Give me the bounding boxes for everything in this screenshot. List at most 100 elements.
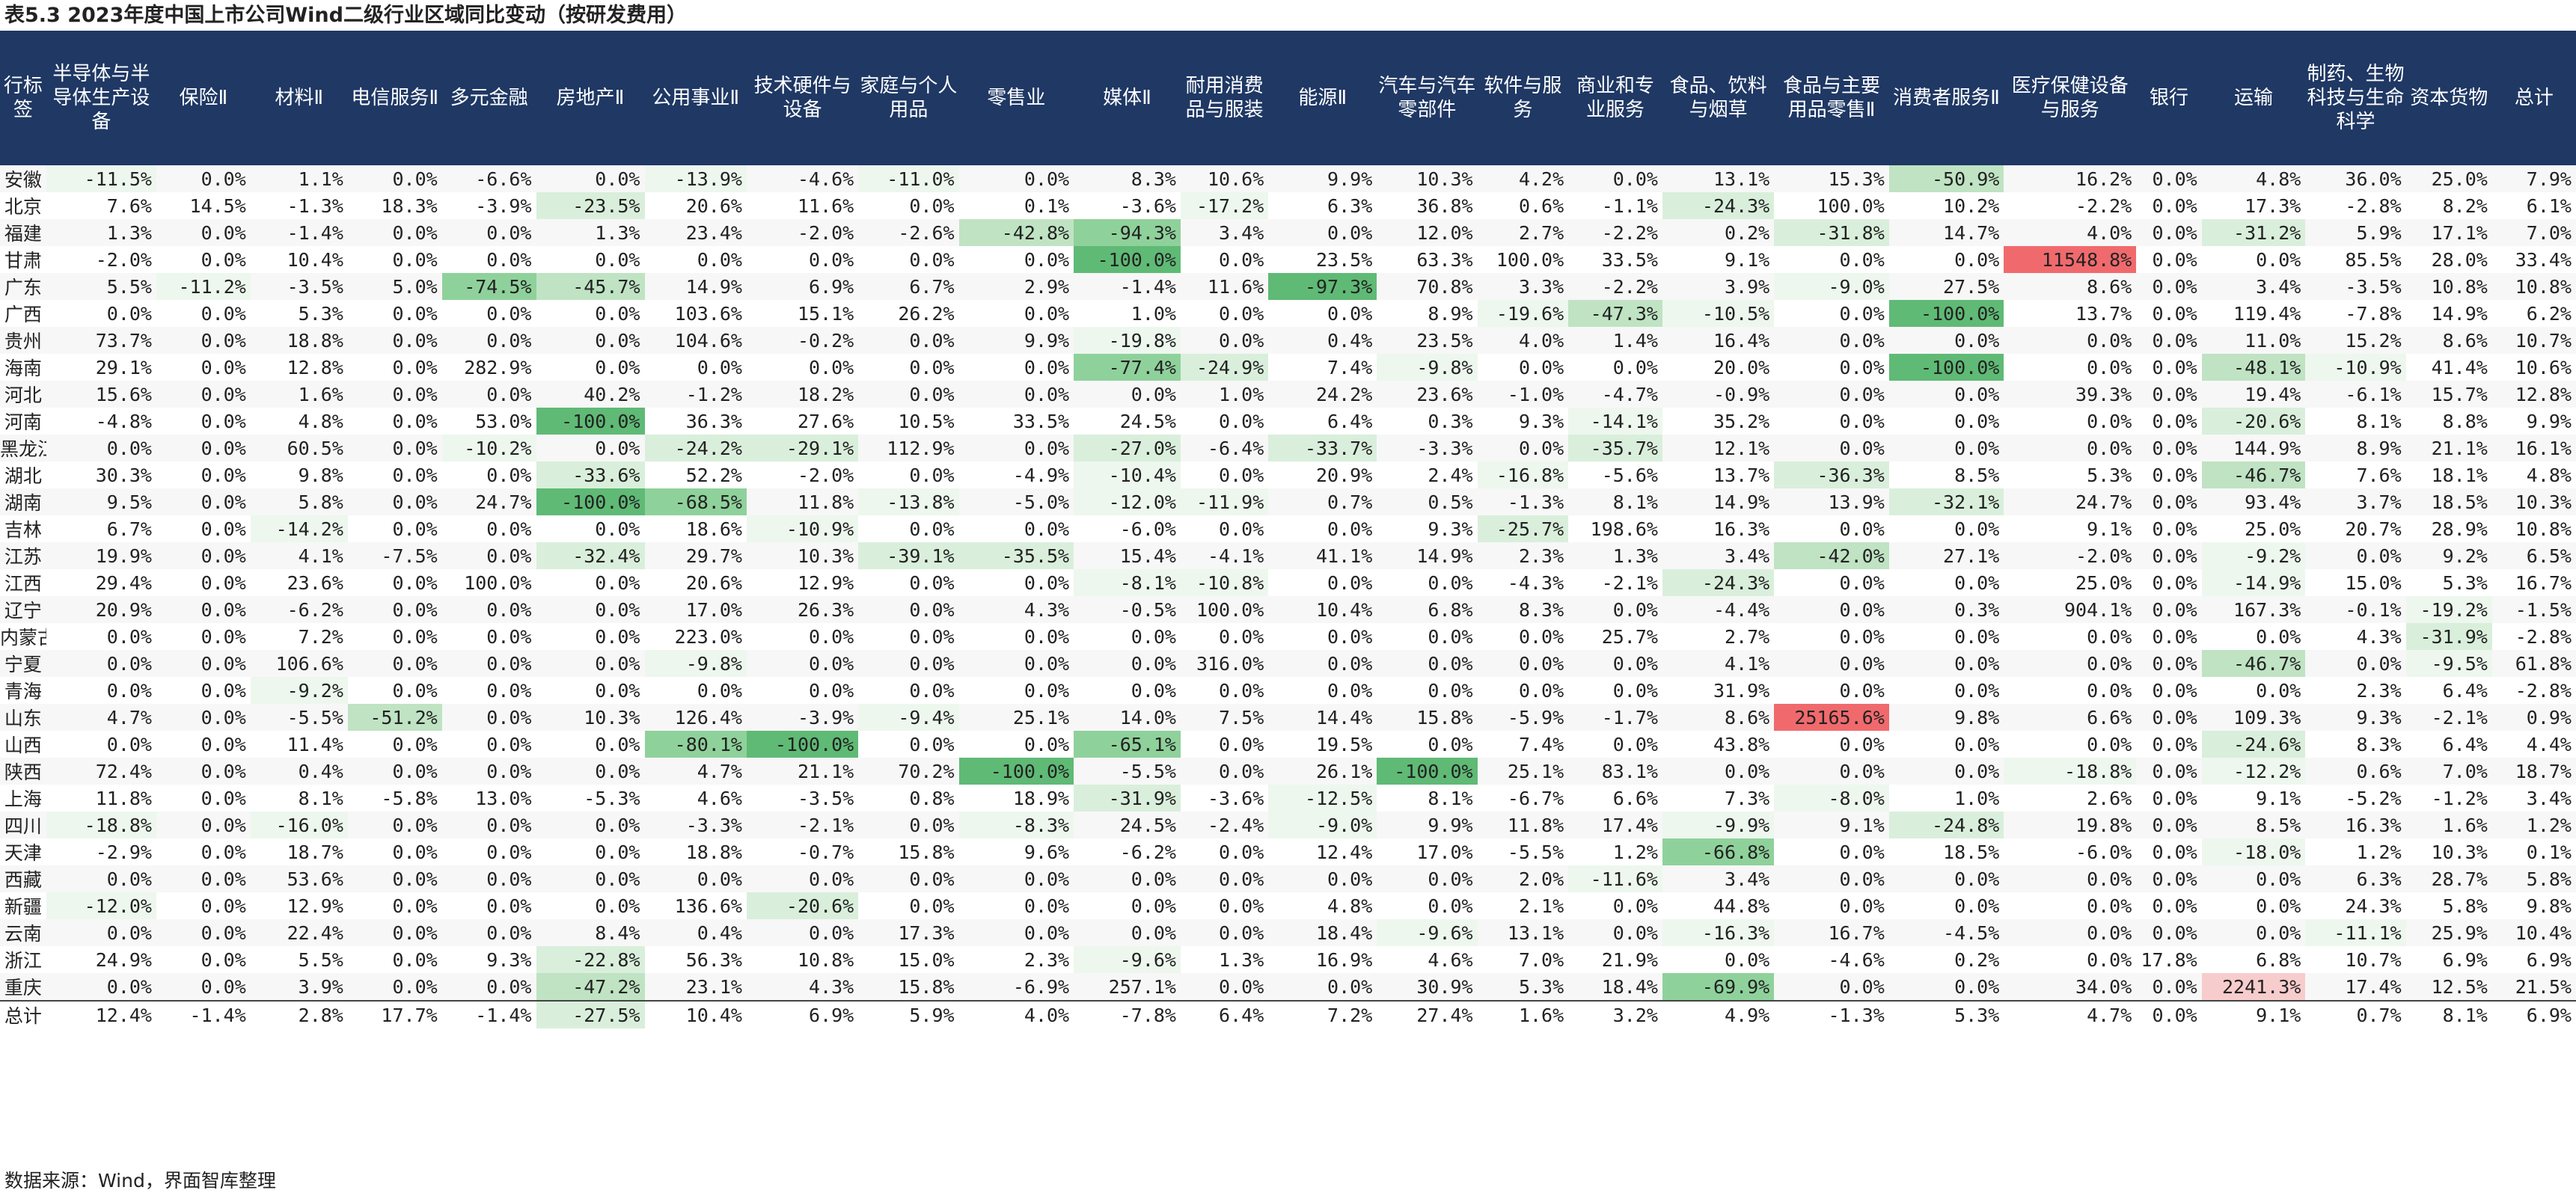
table-cell: -16.3% <box>1662 919 1775 946</box>
table-cell: -46.7% <box>2201 461 2306 488</box>
table-cell: -3.6% <box>1208 787 1264 809</box>
table-cell: 0.0% <box>2136 273 2202 300</box>
table-cell: -100.0% <box>536 408 645 435</box>
table-cell: 0.8% <box>909 787 955 809</box>
table-cell: 6.4% <box>2442 733 2488 755</box>
table-cell: 100.0% <box>1817 194 1885 217</box>
table-cell: -3.6% <box>1119 194 1176 217</box>
table-cell: 0.0% <box>1327 571 1373 594</box>
table-cell: 0.0% <box>392 625 438 648</box>
table-cell: 0.0% <box>1839 302 1885 325</box>
table-cell: 0.0% <box>2136 596 2202 623</box>
table-cell: -68.5% <box>644 488 747 515</box>
table-cell: 0.3% <box>1888 596 2004 623</box>
table-cell: -2.4% <box>1180 812 1269 838</box>
row-label: 内蒙古 <box>0 627 46 648</box>
table-cell: 8.1% <box>1428 787 1473 809</box>
table-cell: 0.0% <box>1888 327 2004 354</box>
table-cell: 0.0% <box>347 219 442 246</box>
column-header-label: 材料Ⅱ <box>275 87 324 109</box>
table-cell: -14.1% <box>1568 408 1662 435</box>
column-header: 软件与服务 <box>1477 31 1569 165</box>
table-cell: 0.3% <box>1428 410 1473 432</box>
table-cell: 0.0% <box>858 381 959 408</box>
table-cell: 0.0% <box>1568 919 1662 946</box>
table-cell: -100.0% <box>958 758 1074 785</box>
table-cell: -5.2% <box>2345 787 2402 809</box>
table-cell: 10.3% <box>536 704 645 731</box>
table-cell: 15.8% <box>898 841 955 863</box>
table-cell: 1.6% <box>250 381 348 408</box>
table-cell: 0.0% <box>2136 165 2202 192</box>
table-cell: 25.1% <box>958 704 1074 731</box>
table-cell: 23.6% <box>287 571 343 594</box>
table-cell: 14.9% <box>2431 302 2488 325</box>
table-cell: 17.1% <box>2405 219 2492 246</box>
table-cell: -3.9% <box>746 704 859 731</box>
table-cell: 9.8% <box>1888 704 2004 731</box>
table-cell: -5.5% <box>1074 758 1181 785</box>
table-cell: 2.9% <box>958 273 1074 300</box>
table-cell: -27.5% <box>536 1000 645 1028</box>
table-cell: 0.4% <box>250 758 348 785</box>
table-cell: 14.4% <box>1268 704 1377 731</box>
table-cell: 30.9% <box>1377 973 1478 1001</box>
table-cell: -6.7% <box>1507 787 1564 809</box>
table-cell: -8.1% <box>1074 569 1181 596</box>
row-label: 海南 <box>4 358 42 379</box>
column-header: 行标签 <box>0 31 46 165</box>
column-header-label: 公用事业Ⅱ <box>652 87 740 109</box>
table-cell: 0.0% <box>201 841 246 863</box>
table-row: 内蒙古 0.0% 0.0% 7.2% 0.0% 0.0% 0.0% 223.0% 0.0% 0.0… <box>0 623 2576 650</box>
table-cell: 0.0% <box>156 812 251 838</box>
table-cell: 0.0% <box>1428 571 1473 594</box>
table-cell: 0.0% <box>1024 248 1070 271</box>
table-cell: 1.4% <box>1568 327 1662 354</box>
table-cell: 28.0% <box>2431 248 2488 271</box>
table-cell: 10.8% <box>2405 273 2492 300</box>
table-cell: 12.8% <box>2491 381 2576 408</box>
table-cell: -4.8% <box>95 410 152 432</box>
row-label: 福建 <box>0 219 46 246</box>
table-cell: 0.0% <box>2136 435 2202 461</box>
table-cell: -2.2% <box>2075 194 2132 217</box>
table-cell: 8.3% <box>1477 596 1569 623</box>
column-header-label: 耐用消费品与服装 <box>1185 75 1264 121</box>
table-cell: 109.3% <box>2201 704 2306 731</box>
table-cell: 0.0% <box>697 356 742 378</box>
table-cell: 10.8% <box>2491 273 2576 300</box>
table-cell: -1.1% <box>1601 194 1658 217</box>
table-cell: 167.3% <box>2201 596 2306 623</box>
table-cell: -6.0% <box>2075 841 2132 863</box>
table-cell: 73.7% <box>46 327 156 354</box>
table-cell: 0.0% <box>536 165 645 192</box>
table-cell: 0.0% <box>1268 219 1377 246</box>
table-cell: 0.0% <box>2305 650 2406 677</box>
table-cell: -100.0% <box>746 731 859 758</box>
table-cell: -1.4% <box>441 1000 536 1028</box>
table-cell: 0.0% <box>2136 1000 2202 1028</box>
table-cell: 6.9% <box>746 1000 859 1028</box>
table-cell: 93.4% <box>2201 488 2306 515</box>
table-cell: -20.6% <box>746 892 859 919</box>
table-row: 吉林 6.7% 0.0% -14.2% 0.0% 0.0% 0.0% 18.6% -10.9% 0… <box>0 515 2576 542</box>
table-cell: 0.0% <box>2087 356 2132 378</box>
row-label: 吉林 <box>4 519 42 541</box>
table-cell: -11.0% <box>858 165 959 192</box>
table-cell: 0.0% <box>2201 919 2306 946</box>
table-cell: -100.0% <box>536 488 645 515</box>
table-cell: 26.3% <box>746 596 859 623</box>
table-cell: 0.9% <box>2491 704 2576 731</box>
table-cell: 9.1% <box>2201 1000 2306 1028</box>
table-cell: -46.7% <box>2201 650 2306 677</box>
table-cell: 7.2% <box>298 625 343 648</box>
table-cell: -3.3% <box>644 812 747 838</box>
table-cell: 36.3% <box>685 410 742 432</box>
table-cell: 40.2% <box>536 381 645 408</box>
table-cell: 13.1% <box>1477 919 1569 946</box>
table-cell: 0.0% <box>858 596 959 623</box>
table-cell: -27.0% <box>1074 435 1181 461</box>
table-cell: 15.0% <box>2345 571 2402 594</box>
table-row: 重庆 0.0% 0.0% 3.9% 0.0% 0.0% -47.2% 23.1% 4.3% 15.… <box>0 973 2576 1001</box>
table-cell: 0.0% <box>909 625 955 648</box>
